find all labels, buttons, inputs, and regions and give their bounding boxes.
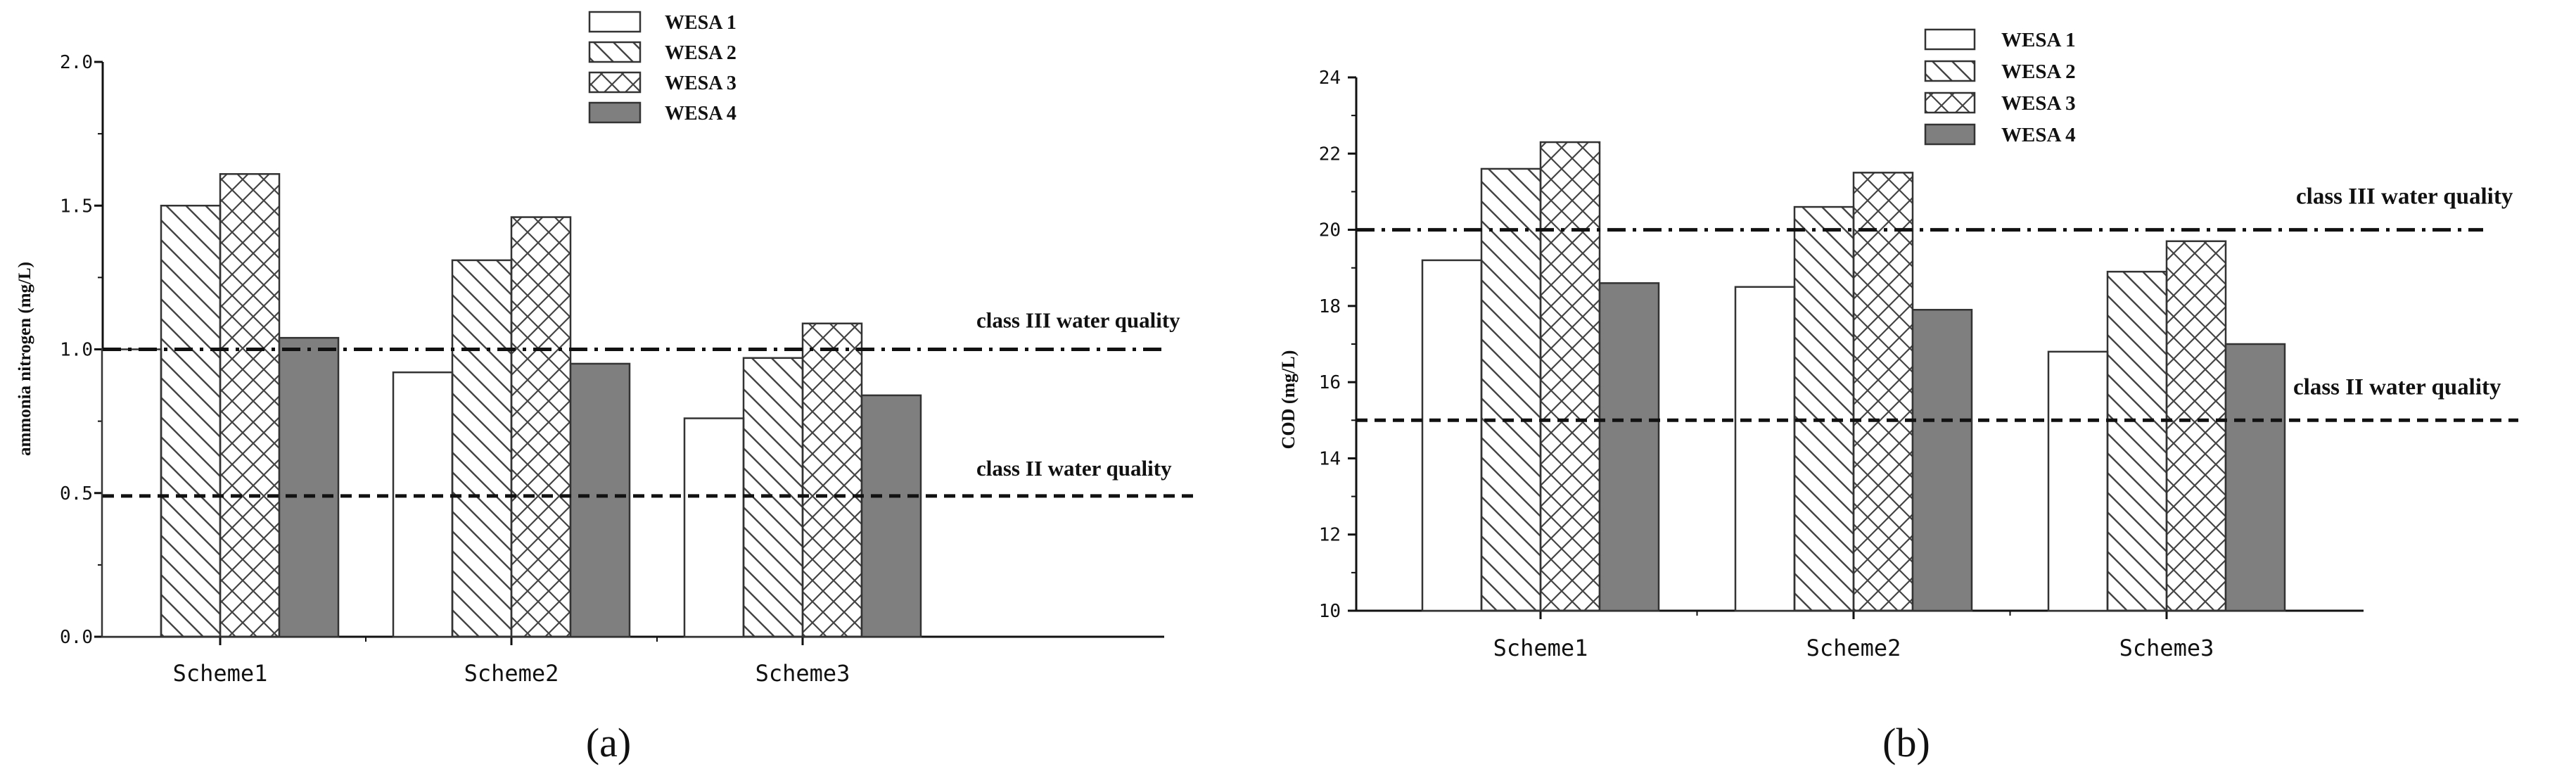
y-tick-label: 22 — [1319, 144, 1341, 165]
reference-line-label: class II water quality — [2293, 374, 2501, 400]
bar — [1793, 205, 1855, 612]
bar — [1852, 172, 1914, 612]
x-tick-label: Scheme3 — [2119, 635, 2214, 661]
y-axis-label: ammonia nitrogen (mg/L) — [15, 262, 34, 456]
bar — [2165, 240, 2227, 612]
bar — [219, 173, 281, 638]
bar — [1734, 286, 1796, 612]
legend-label: WESA 1 — [665, 12, 737, 34]
y-tick-label: 14 — [1319, 448, 1341, 469]
chart-panel-a: 0.0 0.5 1.0 1.5 2.0 Scheme1 Scheme2 Scheme3 cla… — [15, 11, 1196, 766]
legend-label: WESA 4 — [665, 103, 737, 125]
bar — [392, 371, 454, 638]
reference-line-label: class II water quality — [976, 456, 1172, 481]
y-tick-label: 2.0 — [60, 52, 93, 73]
legend-swatch — [1924, 60, 1976, 82]
legend-label: WESA 3 — [665, 72, 737, 94]
reference-line-label: class III water quality — [976, 308, 1180, 333]
bar — [2047, 350, 2109, 612]
bar — [683, 417, 745, 638]
y-tick-label: 10 — [1319, 601, 1341, 622]
legend-label: WESA 2 — [2001, 61, 2076, 83]
y-tick-label: 20 — [1319, 220, 1341, 241]
bar — [569, 362, 631, 638]
legend-label: WESA 1 — [2001, 29, 2076, 51]
legend-label: WESA 4 — [2001, 124, 2076, 146]
bar — [1539, 141, 1601, 612]
bar — [510, 216, 572, 638]
x-tick-label: Scheme2 — [1806, 635, 1901, 661]
y-axis-label: COD (mg/L) — [1278, 350, 1299, 450]
bar — [1480, 167, 1542, 612]
reference-line-label: class III water quality — [2296, 184, 2513, 210]
legend-label: WESA 3 — [2001, 92, 2076, 115]
x-tick-label: Scheme3 — [755, 660, 850, 687]
bar — [160, 205, 222, 638]
legend-swatch — [1924, 123, 1976, 146]
bar — [801, 322, 863, 638]
bar — [451, 259, 513, 638]
panel-label: (b) — [1882, 720, 1930, 766]
bar — [860, 394, 922, 638]
y-tick-label: 12 — [1319, 525, 1341, 546]
x-tick-label: Scheme1 — [173, 660, 268, 687]
legend-swatch — [588, 101, 642, 124]
y-tick-label: 24 — [1319, 68, 1341, 89]
y-tick-label: 0.0 — [60, 627, 93, 648]
bar — [2106, 270, 2168, 612]
y-tick-label: 16 — [1319, 372, 1341, 393]
y-tick-label: 18 — [1319, 296, 1341, 317]
bar — [101, 348, 162, 638]
bar — [1598, 282, 1660, 612]
y-tick-label: 1.0 — [60, 340, 93, 361]
y-tick-label: 1.5 — [60, 196, 93, 217]
bar — [1911, 309, 1973, 612]
y-tick-label: 0.5 — [60, 483, 93, 504]
chart-panel-b: 10 12 14 16 18 20 22 24 Scheme1 Scheme2 Scheme3 cl… — [1278, 28, 2518, 766]
legend-swatch — [588, 71, 642, 94]
panel-label: (a) — [586, 720, 631, 766]
bar — [278, 336, 340, 638]
bar — [2224, 343, 2286, 612]
x-tick-label: Scheme1 — [1493, 635, 1588, 661]
legend-swatch — [1924, 28, 1976, 51]
bar — [1421, 259, 1483, 612]
legend-swatch — [1924, 91, 1976, 114]
x-tick-label: Scheme2 — [464, 660, 559, 687]
legend-label: WESA 2 — [665, 42, 737, 64]
legend-swatch — [588, 41, 642, 63]
legend-swatch — [588, 11, 642, 33]
